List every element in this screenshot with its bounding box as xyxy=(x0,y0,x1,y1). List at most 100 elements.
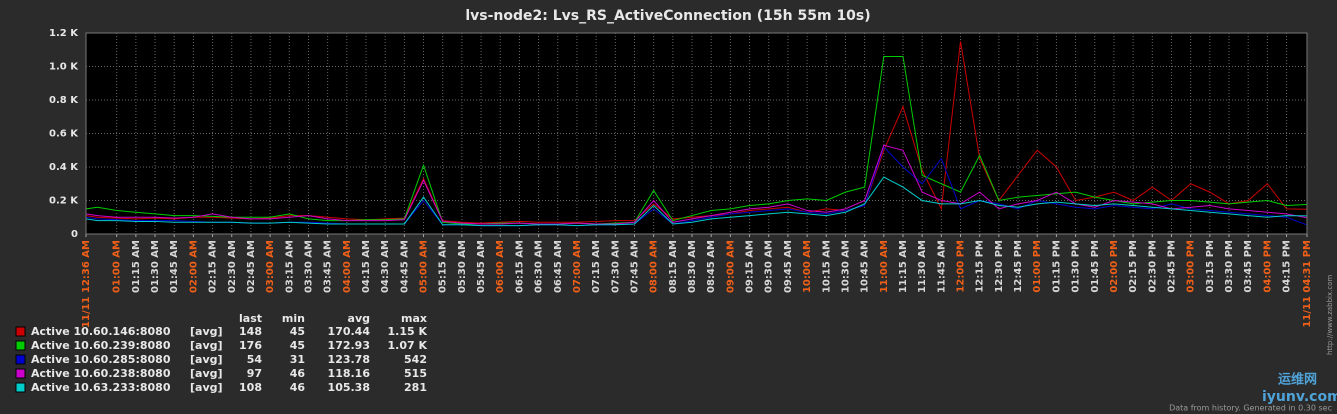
legend-stat: 281 xyxy=(404,381,427,394)
x-tick-label: 06:30 AM xyxy=(534,240,545,293)
legend-header: min xyxy=(282,312,305,325)
x-tick-label: 08:15 AM xyxy=(668,240,679,293)
series-line xyxy=(85,41,1308,224)
x-tick-label: 09:15 AM xyxy=(745,240,756,293)
legend-swatch xyxy=(15,326,26,337)
legend-stat: 123.78 xyxy=(328,353,370,366)
x-tick-label: 03:45 AM xyxy=(323,240,334,293)
x-tick-label: 06:45 AM xyxy=(553,240,564,293)
legend-header: avg xyxy=(348,312,370,325)
legend-stat: 108 xyxy=(239,381,262,394)
y-tick-label: 0.8 K xyxy=(49,95,79,106)
x-tick-label: 11:30 AM xyxy=(917,240,928,293)
y-tick-label: 0.4 K xyxy=(49,162,79,173)
x-tick-label: 08:30 AM xyxy=(687,240,698,293)
legend-stat: 46 xyxy=(290,381,306,394)
x-tick-label: 12:30 PM xyxy=(994,240,1005,293)
legend-func: [avg] xyxy=(190,325,223,338)
x-tick-label: 10:00 AM xyxy=(802,240,813,293)
x-tick-label: 01:00 AM xyxy=(112,240,123,293)
series-line xyxy=(85,55,1308,225)
x-tick-label: 10:30 AM xyxy=(840,240,851,293)
legend-swatch xyxy=(15,382,26,393)
x-tick-label: 02:45 AM xyxy=(246,240,257,293)
x-tick-label: 04:45 AM xyxy=(399,240,410,293)
x-tick-label: 03:30 PM xyxy=(1224,240,1235,293)
legend-name: Active 10.60.285:8080 xyxy=(31,353,171,366)
x-tick-label: 04:00 AM xyxy=(342,240,353,293)
legend-stat: 148 xyxy=(239,325,262,338)
x-tick-label: 06:00 AM xyxy=(495,240,506,293)
x-tick-label: 08:00 AM xyxy=(649,240,660,293)
x-tick-label: 09:45 AM xyxy=(783,240,794,293)
series-line xyxy=(85,176,1308,227)
x-tick-label: 01:30 AM xyxy=(150,240,161,293)
x-tick-label: 04:30 AM xyxy=(380,240,391,293)
x-tick-label: 09:30 AM xyxy=(764,240,775,293)
legend-name: Active 10.60.146:8080 xyxy=(31,325,171,338)
footer: Data from history. Generated in 0.30 sec xyxy=(1169,404,1332,413)
legend-stat: 31 xyxy=(290,353,305,366)
chart-title: lvs-node2: Lvs_RS_ActiveConnection (15h … xyxy=(465,8,870,24)
legend-stat: 172.93 xyxy=(328,339,370,352)
legend-stat: 105.38 xyxy=(328,381,370,394)
legend-stat: 46 xyxy=(290,367,306,380)
plot-frame xyxy=(85,32,1308,235)
x-tick-label: 11:00 AM xyxy=(879,240,890,293)
x-tick-label: 07:00 AM xyxy=(572,240,583,293)
legend-func: [avg] xyxy=(190,367,223,380)
legend-stat: 97 xyxy=(247,367,262,380)
x-tick-label: 02:15 PM xyxy=(1128,240,1139,293)
legend-stat: 170.44 xyxy=(328,325,371,338)
y-tick-label: 0.6 K xyxy=(49,129,79,140)
x-tick-label: 12:00 PM xyxy=(956,240,967,293)
legend-name: Active 10.60.239:8080 xyxy=(31,339,171,352)
x-tick-label: 01:30 PM xyxy=(1071,240,1082,293)
legend-name: Active 10.60.238:8080 xyxy=(31,367,171,380)
legend-func: [avg] xyxy=(190,353,223,366)
x-tick-label: 03:45 PM xyxy=(1243,240,1254,293)
legend-swatch xyxy=(15,354,26,365)
x-tick-label: 12:45 PM xyxy=(1013,240,1024,293)
side-note: http://www.zabbix.com xyxy=(1326,275,1334,355)
x-tick-label: 05:00 AM xyxy=(419,240,430,293)
x-tick-label: 11:15 AM xyxy=(898,240,909,293)
watermark: 运维网 xyxy=(1278,372,1317,388)
x-tick-label: 02:15 AM xyxy=(208,240,219,293)
legend-stat: 1.07 K xyxy=(388,339,428,352)
legend-header: last xyxy=(239,312,262,325)
x-tick-label: 10:45 AM xyxy=(860,240,871,293)
x-tick-label: 07:15 AM xyxy=(591,240,602,293)
legend-func: [avg] xyxy=(190,339,223,352)
x-tick-label: 07:45 AM xyxy=(629,240,640,293)
x-tick-label: 05:30 AM xyxy=(457,240,468,293)
x-tick-label: 11:45 AM xyxy=(936,240,947,293)
legend-func: [avg] xyxy=(190,381,223,394)
x-tick-label: 01:15 PM xyxy=(1051,240,1062,293)
legend-stat: 1.15 K xyxy=(388,325,428,338)
x-tick-label: 03:30 AM xyxy=(303,240,314,293)
legend-swatch xyxy=(15,368,26,379)
y-tick-label: 1.0 K xyxy=(49,62,79,73)
x-tick-label: 12:15 PM xyxy=(975,240,986,293)
x-tick-label: 05:15 AM xyxy=(438,240,449,293)
x-tick-label: 06:15 AM xyxy=(514,240,525,293)
x-tick-label: 04:15 AM xyxy=(361,240,372,293)
x-tick-label: 03:00 AM xyxy=(265,240,276,293)
x-tick-label: 03:00 PM xyxy=(1186,240,1197,293)
x-tick-label: 01:15 AM xyxy=(131,240,142,293)
x-tick-label: 11/11 12:36 AM xyxy=(81,240,92,328)
legend-stat: 45 xyxy=(290,325,305,338)
y-tick-label: 1.2 K xyxy=(49,28,79,39)
x-tick-label: 02:45 PM xyxy=(1166,240,1177,293)
x-tick-label: 01:45 AM xyxy=(169,240,180,293)
legend-stat: 542 xyxy=(404,353,427,366)
y-tick-label: 0 xyxy=(71,229,78,240)
x-tick-label: 03:15 AM xyxy=(284,240,295,293)
legend-stat: 45 xyxy=(290,339,305,352)
legend-header: max xyxy=(401,312,427,325)
legend-stat: 515 xyxy=(404,367,427,380)
legend-swatch xyxy=(15,340,26,351)
watermark: iyunv.com xyxy=(1262,389,1337,405)
